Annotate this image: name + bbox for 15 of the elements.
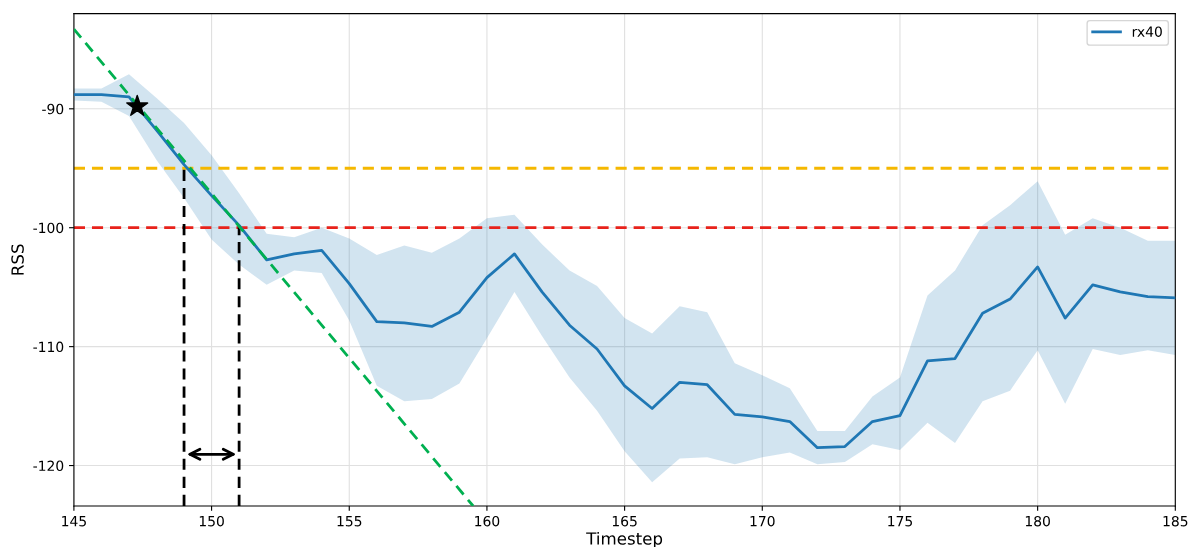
y-tick-label: -120 — [33, 460, 64, 472]
y-tick-label: -90 — [42, 103, 64, 115]
x-tick-label: 155 — [337, 516, 362, 527]
y-tick-label: -100 — [33, 222, 64, 234]
x-tick-label: 145 — [62, 516, 86, 527]
x-tick-label: 160 — [475, 515, 500, 527]
x-tick-label: 180 — [1025, 515, 1050, 527]
x-tick-label: 185 — [1163, 515, 1188, 527]
x-tick-label: 175 — [888, 516, 912, 527]
y-tick-label: -110 — [33, 341, 64, 353]
x-tick-label: 165 — [612, 515, 637, 527]
x-tick-label: 170 — [750, 515, 775, 527]
legend-label: rx40 — [1132, 26, 1162, 37]
y-axis-title: RSS — [11, 244, 24, 275]
x-tick-label: 150 — [199, 515, 224, 527]
